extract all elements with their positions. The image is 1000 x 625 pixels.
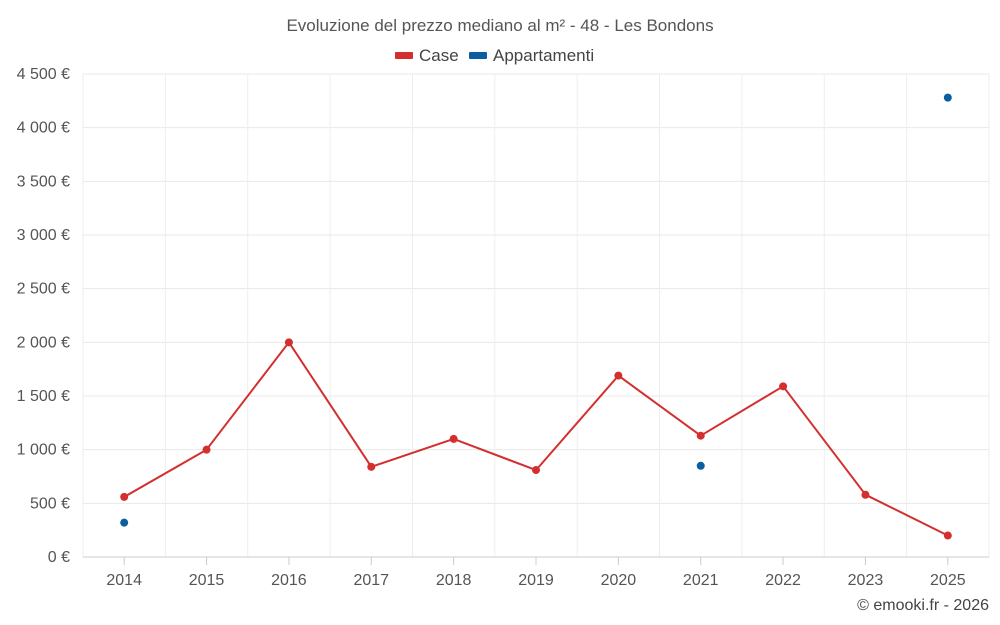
data-point-case[interactable]: [943, 531, 952, 540]
legend-swatch-appartamenti[interactable]: [469, 52, 487, 59]
data-point-case[interactable]: [449, 434, 458, 443]
x-tick-label: 2019: [518, 572, 554, 589]
credit-text: © emooki.fr - 2026: [857, 597, 989, 614]
x-tick-label: 2014: [106, 572, 142, 589]
x-tick-label: 2022: [765, 572, 801, 589]
x-tick-label: 2025: [930, 572, 966, 589]
x-tick-label: 2018: [436, 572, 472, 589]
data-point-case[interactable]: [367, 462, 376, 471]
gridlines: [82, 73, 990, 557]
data-point-case[interactable]: [779, 382, 788, 391]
data-point-case[interactable]: [284, 338, 293, 347]
chart-title: Evoluzione del prezzo mediano al m² - 48…: [286, 16, 713, 35]
x-tick-label: 2016: [271, 572, 307, 589]
y-tick-label: 2 000 €: [17, 334, 70, 351]
y-tick-label: 1 000 €: [17, 442, 70, 459]
legend[interactable]: Case Appartamenti: [395, 46, 594, 65]
x-tick-label: 2017: [353, 572, 389, 589]
axes: 0 € 500 € 1 000 € 1 500 € 2 000 € 2 500 € 3 00…: [17, 66, 989, 589]
x-tick-label: 2021: [683, 572, 719, 589]
legend-label-appartamenti[interactable]: Appartamenti: [493, 46, 594, 65]
data-point-case[interactable]: [861, 490, 870, 499]
data-point-case[interactable]: [120, 492, 129, 501]
data-point-case[interactable]: [614, 371, 623, 380]
y-tick-label: 0 €: [48, 549, 70, 566]
y-tick-label: 3 500 €: [17, 173, 70, 190]
legend-label-case[interactable]: Case: [419, 46, 459, 65]
y-tick-label: 1 500 €: [17, 388, 70, 405]
data-point-appartamenti[interactable]: [943, 93, 952, 102]
y-tick-label: 4 500 €: [17, 66, 70, 83]
data-point-case[interactable]: [532, 466, 540, 475]
y-tick-label: 500 €: [30, 495, 70, 512]
x-tick-label: 2015: [189, 572, 225, 589]
data-point-case[interactable]: [202, 445, 211, 454]
data-point-appartamenti[interactable]: [696, 461, 705, 470]
y-tick-label: 3 000 €: [17, 227, 70, 244]
x-tick-label: 2020: [601, 572, 637, 589]
series: [120, 93, 952, 540]
y-tick-label: 2 500 €: [17, 281, 70, 298]
data-point-appartamenti[interactable]: [120, 518, 129, 527]
data-point-case[interactable]: [696, 431, 705, 440]
legend-swatch-case[interactable]: [395, 52, 413, 59]
y-tick-label: 4 000 €: [17, 120, 70, 137]
x-tick-label: 2023: [848, 572, 884, 589]
